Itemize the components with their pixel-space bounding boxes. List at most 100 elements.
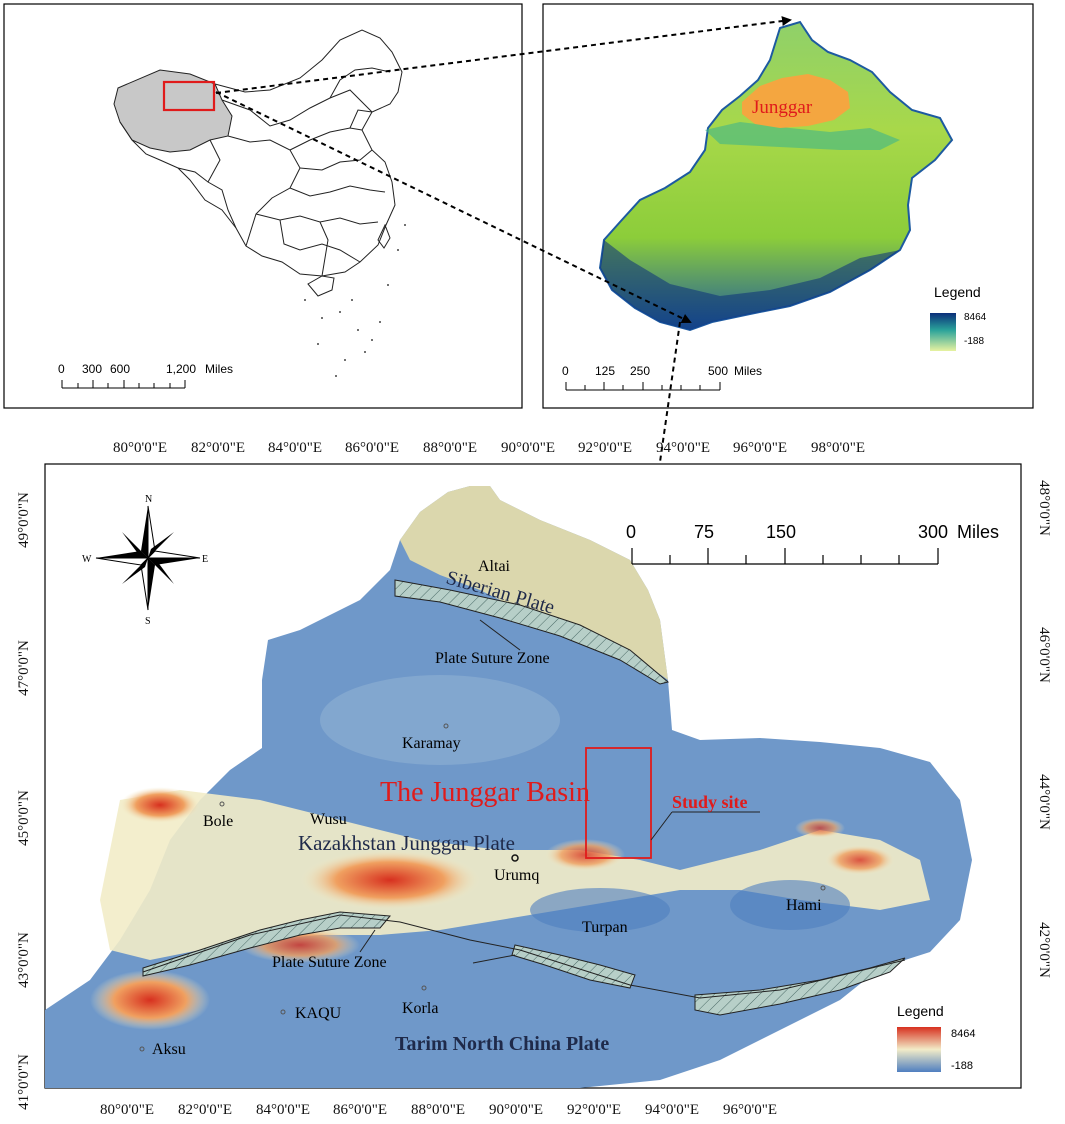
suture-line [142, 914, 906, 999]
top-lon-label: 92°0'0"E [578, 440, 632, 456]
south-china-sea-islands [304, 224, 406, 377]
xinjiang-scale-tick-3: 500 [708, 364, 728, 378]
xinjiang-scale-tick-2: 250 [630, 364, 650, 378]
main-legend-min: -188 [951, 1060, 973, 1072]
xinjiang-scale-tick-0: 0 [562, 364, 569, 378]
label-bole: Bole [203, 813, 233, 830]
basin-lowland [320, 675, 560, 765]
xinjiang-scale-unit: Miles [734, 364, 762, 378]
dem-altai-highlands [400, 486, 668, 680]
xinjiang-scale-tick-1: 125 [595, 364, 615, 378]
bottom-longitude-labels: 80°0'0"E 82°0'0"E 84°0'0"E 86°0'0"E 88°0'0"E… [100, 1102, 777, 1118]
top-longitude-labels: 80°0'0"E 82°0'0"E 84°0'0"E 86°0'0"E 88°0'0"E… [113, 440, 865, 456]
left-lat-label: 45°0'0"N [16, 790, 32, 846]
xinjiang-legend: Legend 8464 -188 [930, 284, 987, 351]
china-scale-tick-1: 300 [82, 362, 102, 376]
xinjiang-legend-ramp [930, 313, 956, 351]
turpan-depression [530, 888, 670, 932]
main-scale-unit: Miles [957, 522, 999, 542]
main-scale-tick-1: 75 [694, 522, 714, 542]
label-suture-south: Plate Suture Zone [272, 954, 387, 971]
right-lat-label: 44°0'0"N [1036, 774, 1052, 830]
arrow-to-xinjiang-bottom [215, 91, 692, 324]
left-latitude-labels: 49°0'0"N 47°0'0"N 45°0'0"N 43°0'0"N 41°0'0"N [16, 492, 32, 1110]
label-tarim-plate: Tarim North China Plate [395, 1033, 609, 1055]
label-korla: Korla [402, 1000, 438, 1017]
junggar-highlight [742, 74, 850, 128]
right-lat-label: 46°0'0"N [1036, 627, 1052, 683]
china-scale-tick-3: 1,200 [166, 362, 196, 376]
top-lon-label: 84°0'0"E [268, 440, 322, 456]
main-legend: Legend 8464 -188 [897, 1003, 975, 1072]
label-urumq: Urumq [494, 867, 539, 884]
bottom-lon-label: 80°0'0"E [100, 1102, 154, 1118]
north-suture-zone [394, 579, 670, 685]
label-wusu: Wusu [310, 811, 347, 828]
bottom-lon-label: 88°0'0"E [411, 1102, 465, 1118]
main-scale-tick-3: 300 [918, 522, 948, 542]
arrow-to-xinjiang-top [215, 16, 792, 94]
xinjiang-south-mountains [600, 240, 900, 330]
bottom-lon-label: 94°0'0"E [645, 1102, 699, 1118]
xinjiang-north-uplift [705, 122, 900, 150]
xinjiang-scale-bar: 0 125 250 500 Miles [562, 364, 762, 391]
south-suture-zone [142, 911, 906, 1016]
compass-e: E [202, 554, 208, 565]
bottom-lon-label: 92°0'0"E [567, 1102, 621, 1118]
left-lat-label: 41°0'0"N [16, 1054, 32, 1110]
top-lon-label: 98°0'0"E [811, 440, 865, 456]
study-site-box [585, 747, 652, 859]
right-lat-label: 42°0'0"N [1036, 922, 1052, 978]
compass-rose: N S E W [82, 494, 208, 627]
label-aksu: Aksu [152, 1041, 186, 1058]
left-lat-label: 49°0'0"N [16, 492, 32, 548]
map-labels: Altai Siberian Plate Plate Suture Zone K… [139, 558, 826, 1058]
junggar-label: Junggar [752, 97, 813, 118]
relief-east [795, 818, 845, 838]
top-lon-label: 94°0'0"E [656, 440, 710, 456]
label-junggar-basin: The Junggar Basin [380, 777, 590, 808]
china-scale-unit: Miles [205, 362, 233, 376]
top-lon-label: 90°0'0"E [501, 440, 555, 456]
main-legend-max: 8464 [951, 1028, 975, 1040]
relief-bogda [545, 839, 625, 871]
china-inset: 0 300 600 1,200 Miles [3, 3, 523, 409]
main-map: 80°0'0"E 82°0'0"E 84°0'0"E 86°0'0"E 88°0'0"E… [16, 440, 1052, 1118]
china-inset-frame [3, 3, 523, 409]
label-kazakhstan-plate: Kazakhstan Junggar Plate [298, 831, 515, 855]
bottom-lon-label: 86°0'0"E [333, 1102, 387, 1118]
relief-hami-ridge [825, 845, 895, 875]
relief-bole [120, 787, 200, 823]
main-scale-tick-2: 150 [766, 522, 796, 542]
relief-tianshan-central [300, 850, 480, 910]
main-legend-ramp [897, 1027, 941, 1072]
left-lat-label: 47°0'0"N [16, 640, 32, 696]
main-scale-tick-0: 0 [626, 522, 636, 542]
dem-tianshan-range [100, 790, 930, 960]
label-kaqu: KAQU [295, 1005, 342, 1022]
xinjiang-highlight-box [162, 80, 216, 112]
top-lon-label: 86°0'0"E [345, 440, 399, 456]
main-scale-bar: 0 75 150 300 Miles [626, 522, 999, 565]
right-lat-label: 48°0'0"N [1036, 480, 1052, 536]
label-hami: Hami [786, 897, 822, 914]
compass-n: N [145, 494, 152, 505]
label-suture-north: Plate Suture Zone [435, 650, 550, 667]
relief-aksu [90, 970, 210, 1030]
main-legend-title: Legend [897, 1003, 944, 1019]
top-lon-label: 88°0'0"E [423, 440, 477, 456]
right-latitude-labels: 48°0'0"N 46°0'0"N 44°0'0"N 42°0'0"N [1036, 480, 1052, 978]
bottom-lon-label: 90°0'0"E [489, 1102, 543, 1118]
xinjiang-legend-min: -188 [964, 336, 984, 347]
bottom-lon-label: 84°0'0"E [256, 1102, 310, 1118]
top-lon-label: 82°0'0"E [191, 440, 245, 456]
label-altai: Altai [478, 558, 511, 575]
china-scale-tick-0: 0 [58, 362, 65, 376]
hami-depression [730, 880, 850, 930]
top-lon-label: 80°0'0"E [113, 440, 167, 456]
graticule-labels: 80°0'0"E 82°0'0"E 84°0'0"E 86°0'0"E 88°0'0"E… [16, 440, 1052, 1118]
compass-s: S [145, 616, 151, 627]
xinjiang-legend-title: Legend [934, 284, 981, 300]
label-karamay: Karamay [402, 735, 461, 752]
